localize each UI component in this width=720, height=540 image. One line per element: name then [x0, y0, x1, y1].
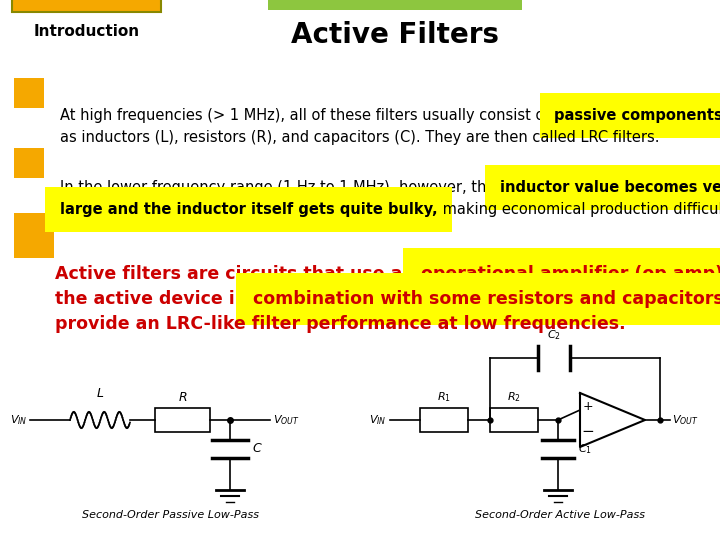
- Text: R: R: [178, 391, 186, 404]
- Text: −: −: [582, 424, 595, 440]
- Text: L: L: [96, 387, 104, 400]
- FancyBboxPatch shape: [268, 0, 522, 10]
- Text: Second-Order Passive Low-Pass: Second-Order Passive Low-Pass: [81, 510, 258, 520]
- Bar: [420, 408, 468, 432]
- Text: inductor value becomes very: inductor value becomes very: [500, 180, 720, 195]
- Text: making economical production difficult.: making economical production difficult.: [438, 202, 720, 217]
- Text: $V_{OUT}$: $V_{OUT}$: [672, 413, 698, 427]
- Text: as inductors (L), resistors (R), and capacitors (C). They are then called LRC fi: as inductors (L), resistors (R), and cap…: [60, 130, 660, 145]
- Text: provide an LRC-like filter performance at low frequencies.: provide an LRC-like filter performance a…: [55, 315, 626, 333]
- Text: Introduction: Introduction: [34, 24, 140, 38]
- FancyBboxPatch shape: [14, 213, 54, 258]
- Text: Active filters are circuits that use an: Active filters are circuits that use an: [55, 265, 420, 283]
- FancyBboxPatch shape: [14, 78, 44, 108]
- Bar: [155, 408, 210, 432]
- FancyBboxPatch shape: [12, 0, 161, 12]
- Bar: [490, 408, 538, 432]
- Text: $R_1$: $R_1$: [437, 390, 451, 404]
- FancyBboxPatch shape: [14, 148, 44, 178]
- Polygon shape: [580, 393, 645, 447]
- Text: passive components: passive components: [554, 108, 720, 123]
- Text: At high frequencies (> 1 MHz), all of these filters usually consist of: At high frequencies (> 1 MHz), all of th…: [60, 108, 554, 123]
- Text: C: C: [252, 442, 261, 456]
- Text: $C_1$: $C_1$: [578, 442, 592, 456]
- Text: combination with some resistors and capacitors: combination with some resistors and capa…: [253, 290, 720, 308]
- Text: large and the inductor itself gets quite bulky,: large and the inductor itself gets quite…: [60, 202, 438, 217]
- Text: Second-Order Active Low-Pass: Second-Order Active Low-Pass: [475, 510, 645, 520]
- Text: Active Filters: Active Filters: [291, 21, 499, 49]
- Text: $V_{OUT}$: $V_{OUT}$: [273, 413, 300, 427]
- Text: +: +: [582, 400, 593, 413]
- Text: $R_2$: $R_2$: [507, 390, 521, 404]
- Text: $C_2$: $C_2$: [547, 328, 561, 342]
- Text: operational amplifier (op amp) as: operational amplifier (op amp) as: [420, 265, 720, 283]
- Text: the active device in: the active device in: [55, 290, 253, 308]
- Text: $V_{IN}$: $V_{IN}$: [369, 413, 387, 427]
- Text: In the lower frequency range (1 Hz to 1 MHz), however, the: In the lower frequency range (1 Hz to 1 …: [60, 180, 500, 195]
- Text: $V_{IN}$: $V_{IN}$: [11, 413, 28, 427]
